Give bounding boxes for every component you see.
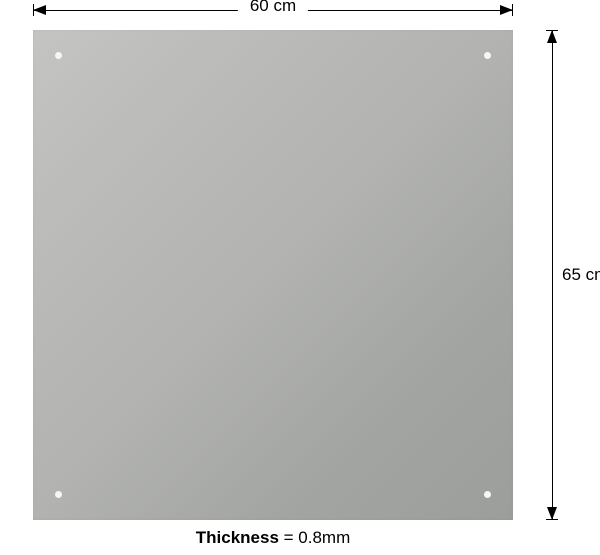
- arrow-down-icon: [547, 507, 557, 520]
- mounting-hole-icon: [55, 491, 62, 498]
- thickness-value: = 0.8mm: [279, 528, 350, 547]
- dimension-line: [552, 30, 553, 520]
- mounting-hole-icon: [484, 491, 491, 498]
- height-label: 65 cm: [562, 259, 600, 291]
- mounting-hole-icon: [55, 52, 62, 59]
- thickness-label: Thickness = 0.8mm: [33, 528, 513, 548]
- width-dimension: 60 cm: [33, 0, 513, 28]
- metal-panel: [33, 30, 513, 520]
- arrow-right-icon: [500, 5, 513, 15]
- thickness-prefix: Thickness: [196, 528, 279, 547]
- arrow-left-icon: [33, 5, 46, 15]
- mounting-hole-icon: [484, 52, 491, 59]
- diagram-container: 60 cm 65 cm Thickness = 0.8mm: [0, 0, 600, 555]
- height-dimension: 65 cm: [540, 30, 590, 520]
- arrow-up-icon: [547, 30, 557, 43]
- width-label: 60 cm: [238, 0, 308, 16]
